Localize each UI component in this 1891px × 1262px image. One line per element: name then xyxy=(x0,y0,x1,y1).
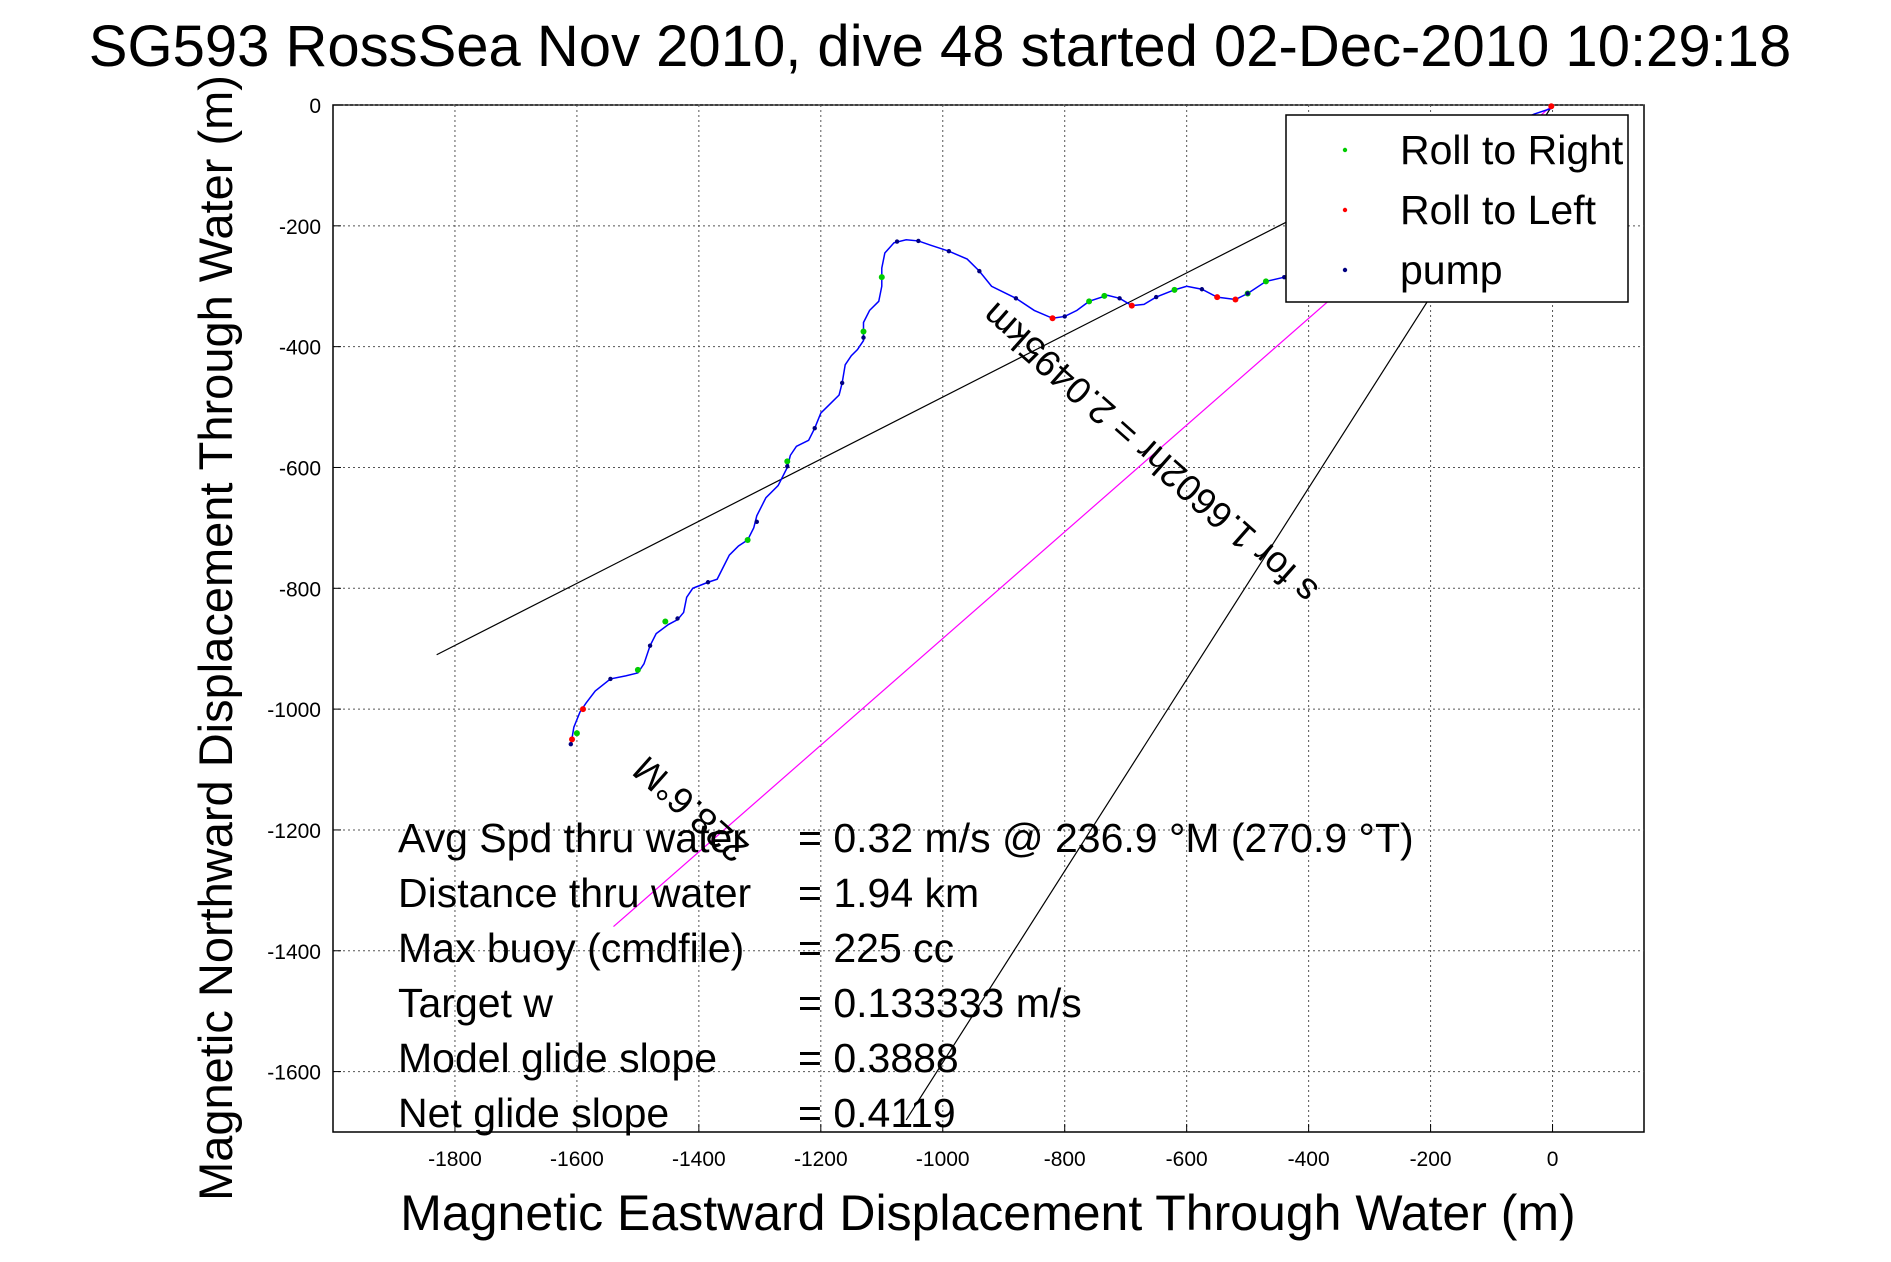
pump-point xyxy=(705,580,711,585)
x-tick-label: -1800 xyxy=(428,1148,482,1171)
pump-point xyxy=(568,741,574,747)
x-tick-label: -1200 xyxy=(794,1148,848,1171)
stat-label: Max buoy (cmdfile) xyxy=(398,925,744,971)
roll-to-left-point xyxy=(1232,296,1239,303)
y-tick-label: -1200 xyxy=(267,820,321,843)
legend-label: Roll to Right xyxy=(1400,127,1624,173)
roll-to-right-point xyxy=(1262,278,1269,285)
pump-point xyxy=(1062,314,1067,319)
roll-to-right-point xyxy=(878,274,885,281)
pump-point xyxy=(812,426,817,431)
y-tick-label: -800 xyxy=(279,578,321,601)
legend-marker xyxy=(1342,147,1348,153)
pump-point xyxy=(754,519,759,525)
stat-label: Model glide slope xyxy=(398,1035,717,1081)
stat-label: Net glide slope xyxy=(398,1090,669,1136)
pump-point xyxy=(1013,296,1019,301)
y-tick-label: -1000 xyxy=(267,699,321,722)
track-line xyxy=(570,107,1553,746)
x-tick-label: -1400 xyxy=(672,1148,726,1171)
chart-title: SG593 RossSea Nov 2010, dive 48 started … xyxy=(89,14,1791,79)
legend-marker xyxy=(1342,267,1348,273)
roll-to-right-point xyxy=(744,536,751,543)
legend-marker xyxy=(1342,207,1348,213)
legend-label: pump xyxy=(1400,247,1503,293)
data-series xyxy=(570,107,1553,746)
x-axis-label: Magnetic Eastward Displacement Through W… xyxy=(400,1185,1575,1241)
x-axis-ticks: -1800 -1600 -1400 -1200 -1000 -800 -600 -400 -20… xyxy=(428,1124,1558,1171)
pump-point xyxy=(608,676,613,682)
roll-to-left-point xyxy=(1049,315,1056,322)
dive-statistics: Avg Spd thru water = 0.32 m/s @ 236.9 °M … xyxy=(398,815,1414,1136)
y-axis-label: Magnetic Northward Displacement Through … xyxy=(189,75,242,1201)
roll-to-right-point xyxy=(573,730,580,737)
legend: Roll to Right Roll to Left pump xyxy=(1285,114,1629,303)
pump-point xyxy=(894,239,900,244)
pump-point xyxy=(675,616,680,621)
grid xyxy=(333,104,1644,1132)
stat-value: = 0.32 m/s @ 236.9 °M (270.9 °T) xyxy=(798,815,1414,861)
data-markers xyxy=(568,103,1555,747)
stat-label: Target w xyxy=(398,980,553,1026)
roll-to-right-point xyxy=(1171,286,1178,293)
roll-to-right-point xyxy=(784,458,791,465)
x-tick-label: -400 xyxy=(1288,1148,1330,1171)
x-tick-label: 0 xyxy=(1547,1148,1559,1171)
roll-to-left-point xyxy=(1128,302,1135,309)
stat-value: = 1.94 km xyxy=(798,870,979,916)
stat-value: = 225 cc xyxy=(798,925,954,971)
pump-point xyxy=(916,238,921,244)
pump-point xyxy=(1117,296,1122,301)
roll-to-left-point xyxy=(569,736,576,743)
y-tick-label: -1400 xyxy=(267,941,321,964)
pump-point xyxy=(1245,291,1250,296)
roll-to-right-point xyxy=(1086,298,1093,305)
x-tick-label: -1600 xyxy=(550,1148,604,1171)
stat-value: = 0.3888 xyxy=(798,1035,959,1081)
stat-label: Avg Spd thru water xyxy=(398,815,746,861)
pump-point xyxy=(1199,287,1205,292)
stat-value: = 0.133333 m/s xyxy=(798,980,1082,1026)
glide-line xyxy=(436,207,1315,656)
x-tick-label: -800 xyxy=(1044,1148,1086,1171)
x-tick-label: -1000 xyxy=(916,1148,970,1171)
y-axis-ticks: 0 -200 -400 -600 -800 -1000 -1200 -1400 -1600 xyxy=(267,95,341,1085)
y-tick-label: -600 xyxy=(279,457,321,480)
pump-point xyxy=(647,643,653,648)
y-tick-label: -400 xyxy=(279,337,321,360)
pump-point xyxy=(785,464,790,469)
roll-to-left-point xyxy=(580,706,587,713)
y-tick-label: -200 xyxy=(279,216,321,239)
roll-to-right-point xyxy=(662,618,669,625)
y-tick-label: -1600 xyxy=(267,1062,321,1085)
pump-point xyxy=(977,268,982,274)
legend-items: Roll to Right Roll to Left pump xyxy=(1342,127,1624,293)
roll-to-right-point xyxy=(1101,292,1108,299)
legend-label: Roll to Left xyxy=(1400,187,1597,233)
roll-to-left-point xyxy=(1214,294,1221,301)
roll-to-right-point xyxy=(634,666,641,673)
stat-label: Distance thru water xyxy=(398,870,751,916)
x-tick-label: -600 xyxy=(1166,1148,1208,1171)
pump-point xyxy=(861,335,866,340)
stat-value: = 0.4119 xyxy=(798,1090,956,1136)
roll-to-right-point xyxy=(860,328,867,335)
pump-point xyxy=(1153,294,1159,300)
y-tick-label: 0 xyxy=(309,95,321,118)
roll-to-left-point xyxy=(1548,103,1555,110)
pump-point xyxy=(839,380,845,386)
pump-point xyxy=(946,248,952,254)
x-tick-label: -200 xyxy=(1410,1148,1452,1171)
